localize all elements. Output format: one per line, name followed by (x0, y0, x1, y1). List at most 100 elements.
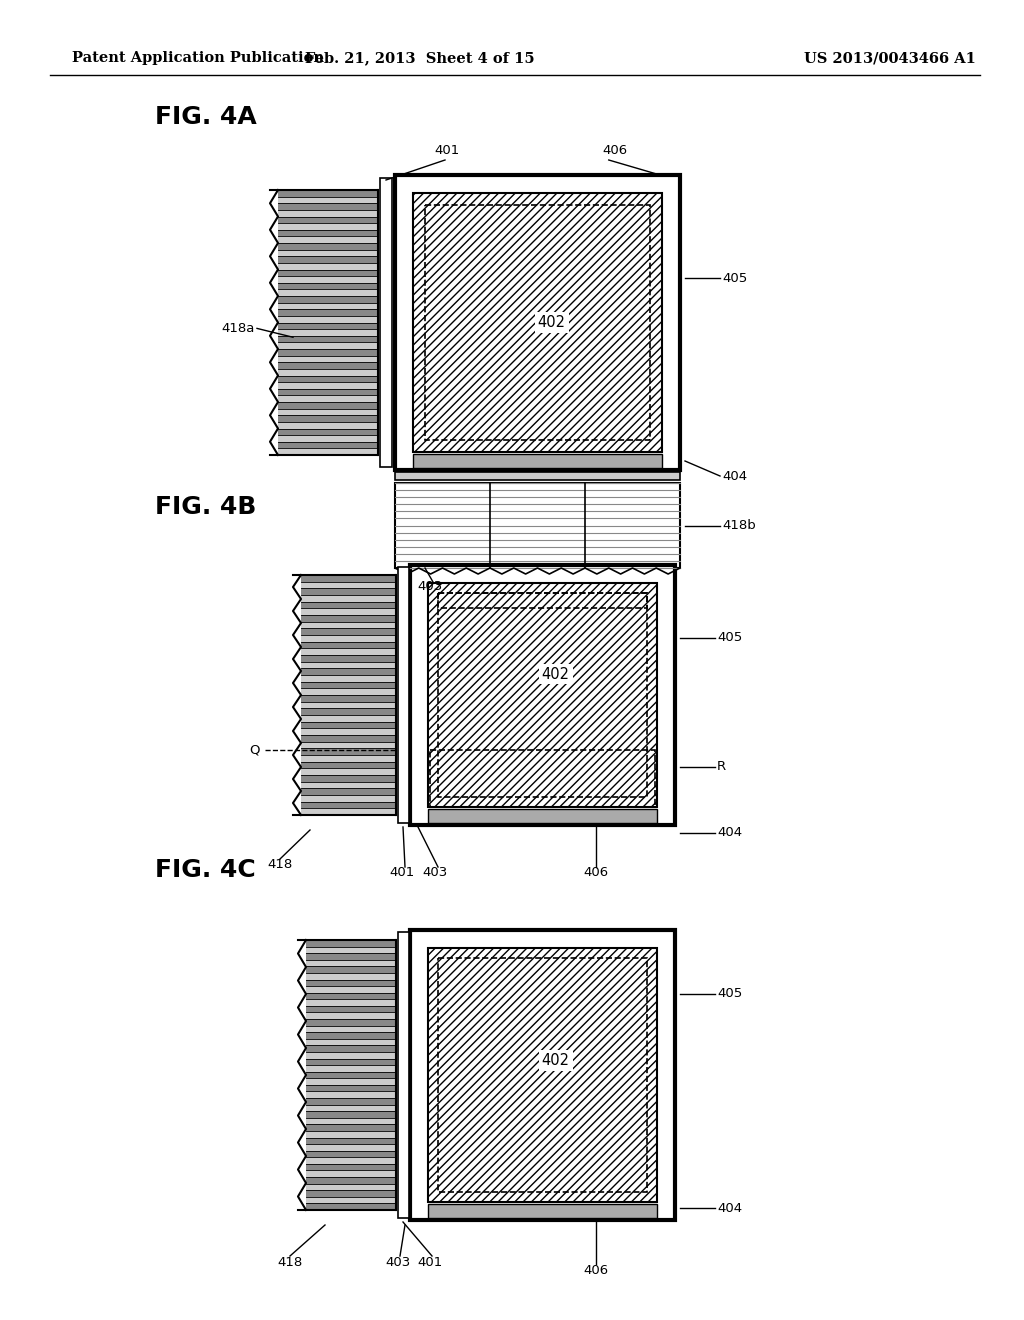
Bar (301, 748, 396, 755)
Bar (306, 960, 396, 966)
Bar (278, 269, 378, 276)
Bar (428, 1204, 657, 1218)
Text: Feb. 21, 2013  Sheet 4 of 15: Feb. 21, 2013 Sheet 4 of 15 (305, 51, 535, 65)
Bar (301, 709, 396, 715)
Bar (278, 329, 378, 335)
Bar (306, 1138, 396, 1144)
Bar (428, 809, 657, 822)
Bar (306, 1032, 396, 1039)
Bar (301, 615, 396, 622)
Bar (306, 1006, 396, 1012)
Bar (278, 348, 378, 355)
Bar (306, 966, 396, 973)
Bar (380, 178, 392, 467)
Bar (306, 979, 396, 986)
Text: 401: 401 (418, 1255, 442, 1269)
Bar (301, 729, 396, 735)
Bar (301, 648, 396, 655)
Bar (278, 230, 378, 236)
Bar (278, 309, 378, 315)
Bar (301, 762, 396, 768)
Bar (306, 973, 396, 979)
Bar (301, 602, 396, 609)
Bar (278, 276, 378, 282)
Bar (301, 722, 396, 729)
Bar (278, 190, 378, 197)
Bar (301, 755, 396, 762)
Bar (301, 595, 396, 602)
Bar (306, 1118, 396, 1125)
Bar (306, 1171, 396, 1177)
Bar (306, 1085, 396, 1092)
Text: 402: 402 (542, 667, 569, 681)
Bar (301, 775, 396, 781)
Bar (278, 223, 378, 230)
Bar (413, 193, 662, 451)
Bar (301, 715, 396, 722)
Bar (278, 436, 378, 442)
Text: Patent Application Publication: Patent Application Publication (72, 51, 324, 65)
Bar (306, 1151, 396, 1158)
Bar (301, 668, 396, 675)
Bar (306, 1125, 396, 1131)
Bar (306, 1131, 396, 1138)
Bar (278, 355, 378, 362)
Bar (278, 243, 378, 249)
Bar (278, 263, 378, 269)
Bar (278, 197, 378, 203)
Bar (306, 1144, 396, 1151)
Text: 406: 406 (602, 144, 627, 157)
Bar (306, 1177, 396, 1184)
Bar (301, 696, 396, 702)
Bar (278, 409, 378, 416)
Bar (301, 788, 396, 795)
Bar (306, 1111, 396, 1118)
Bar (301, 795, 396, 801)
Bar (306, 940, 396, 946)
Bar (301, 801, 396, 808)
Text: FIG. 4C: FIG. 4C (155, 858, 256, 882)
Bar (306, 946, 396, 953)
Text: 406: 406 (583, 866, 608, 879)
Text: 403: 403 (418, 579, 442, 593)
Bar (428, 948, 657, 1203)
Bar (398, 932, 409, 1218)
Bar (306, 1098, 396, 1105)
Bar (306, 953, 396, 960)
Bar (278, 389, 378, 396)
Text: 406: 406 (583, 1263, 608, 1276)
Bar (306, 1059, 396, 1065)
Text: 405: 405 (722, 272, 748, 285)
Bar (306, 1045, 396, 1052)
Bar (306, 986, 396, 993)
Bar (278, 422, 378, 429)
Bar (278, 416, 378, 422)
Bar (438, 593, 647, 609)
Text: 402: 402 (538, 315, 565, 330)
Bar (410, 565, 675, 825)
Bar (278, 203, 378, 210)
Text: 404: 404 (717, 1201, 742, 1214)
Bar (278, 442, 378, 449)
Bar (278, 210, 378, 216)
Bar (395, 176, 680, 470)
Bar (395, 473, 680, 480)
Bar (425, 205, 650, 440)
Bar (278, 403, 378, 409)
Text: R: R (717, 760, 726, 774)
Bar (306, 1204, 396, 1210)
Bar (306, 1065, 396, 1072)
Bar (301, 688, 396, 696)
Bar (301, 681, 396, 688)
Bar (301, 655, 396, 661)
Bar (301, 742, 396, 748)
Bar (278, 249, 378, 256)
Text: 402: 402 (542, 1053, 569, 1068)
Text: 403: 403 (385, 1255, 411, 1269)
Bar (278, 236, 378, 243)
Bar (278, 315, 378, 322)
Bar (428, 583, 657, 807)
Text: 405: 405 (717, 631, 742, 644)
Bar (301, 609, 396, 615)
Bar (278, 322, 378, 329)
